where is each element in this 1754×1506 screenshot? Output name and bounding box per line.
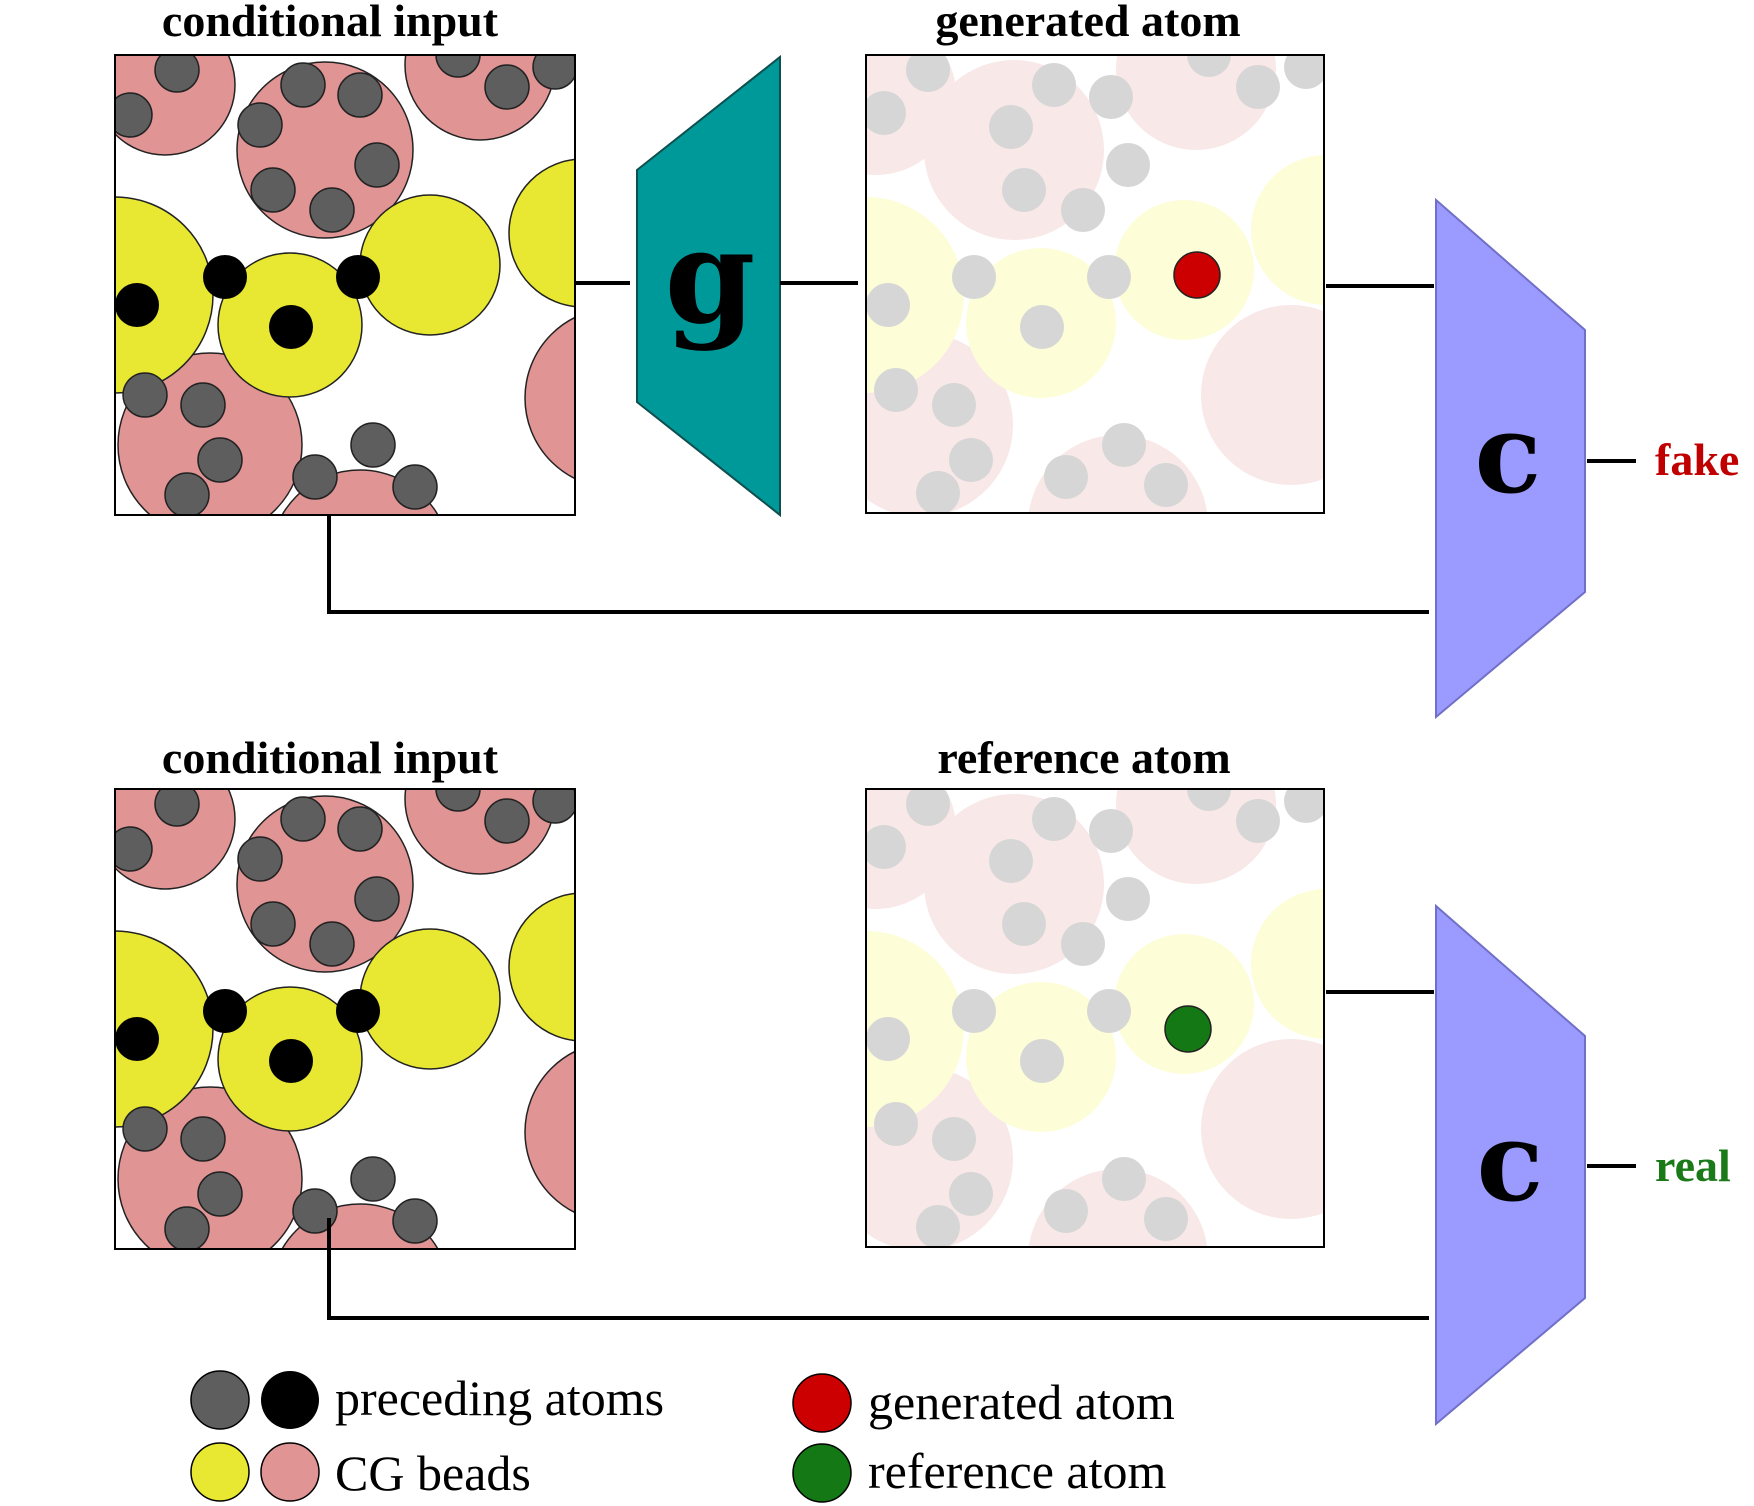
generator-label: g <box>665 200 756 353</box>
legend-preceding-atoms: preceding atoms <box>335 1370 664 1426</box>
generated-title: generated atom <box>935 0 1240 46</box>
generated-atom-marker <box>1173 251 1221 299</box>
red-atom-swatch-icon <box>792 1373 852 1433</box>
critic-network-icon <box>1435 197 1586 720</box>
top-input-title: conditional input <box>162 0 499 46</box>
reference-title: reference atom <box>937 732 1230 783</box>
legend: preceding atoms CG beads generated atom … <box>190 1370 1175 1503</box>
legend-cg-beads: CG beads <box>335 1445 531 1501</box>
critic-bottom-label: c <box>1477 1097 1544 1226</box>
green-atom-swatch-icon <box>792 1443 852 1503</box>
wire-condition-to-critic-bottom <box>327 1218 1429 1320</box>
legend-reference-atom: reference atom <box>868 1443 1166 1499</box>
bottom-conditional-input-panel <box>114 788 576 1250</box>
black-atom-swatch-icon <box>261 1371 319 1429</box>
grey-atom-swatch-icon <box>190 1370 250 1430</box>
reference-atom-marker <box>1164 1005 1212 1053</box>
bottom-input-title: conditional input <box>162 732 499 783</box>
reference-atom-panel <box>865 788 1325 1248</box>
yellow-bead-swatch-icon <box>190 1442 250 1502</box>
fake-output-label: fake <box>1655 434 1739 485</box>
real-output-label: real <box>1655 1140 1731 1191</box>
pink-bead-swatch-icon <box>260 1442 320 1502</box>
legend-generated-atom: generated atom <box>868 1374 1175 1430</box>
critic-network-icon <box>1435 903 1586 1427</box>
generated-atom-panel <box>865 54 1325 514</box>
wire-condition-to-critic-top <box>327 515 1429 614</box>
generator-network-icon <box>636 54 781 518</box>
critic-top-label: c <box>1475 389 1542 518</box>
top-conditional-input-panel <box>114 54 576 516</box>
